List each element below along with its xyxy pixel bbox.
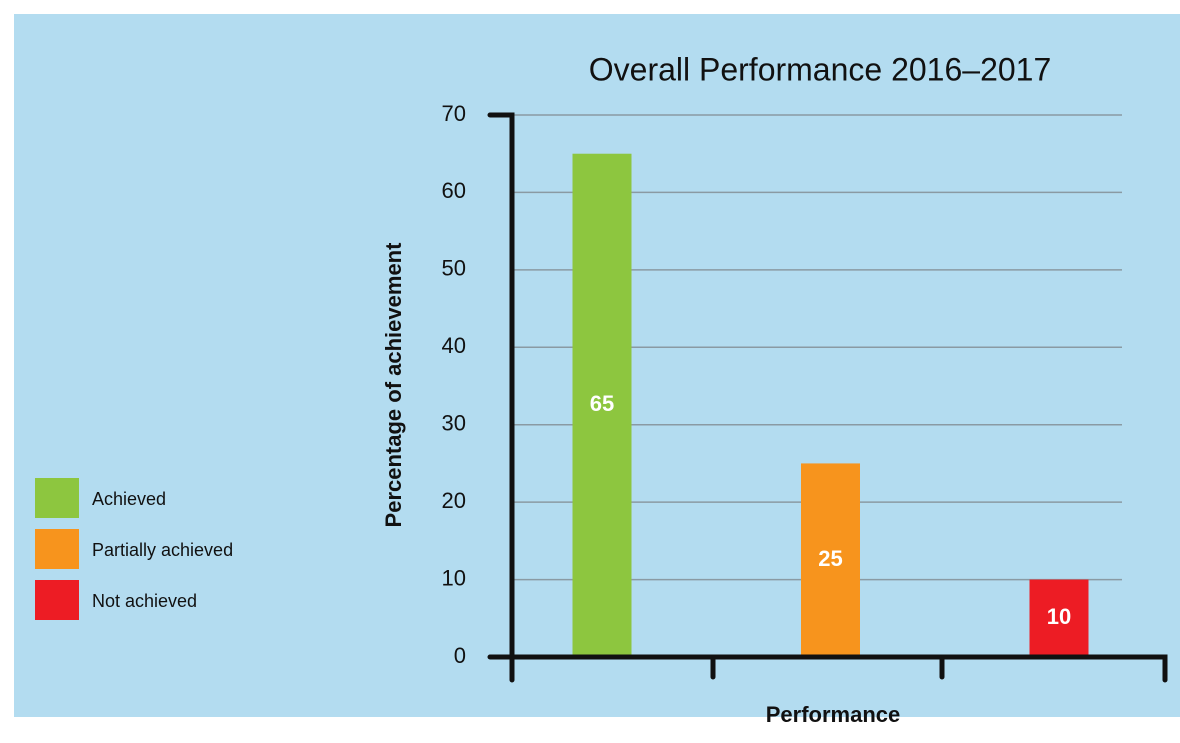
legend-label: Not achieved — [92, 591, 197, 611]
data-label: 10 — [1047, 604, 1071, 629]
axes — [487, 112, 1168, 683]
y-tick-label: 40 — [442, 333, 466, 358]
bar — [572, 153, 632, 657]
y-tick-label: 70 — [442, 101, 466, 126]
legend-swatch — [35, 580, 79, 620]
data-label: 25 — [818, 546, 842, 571]
y-tick-label: 20 — [442, 488, 466, 513]
legend-swatch — [35, 478, 79, 518]
chart-title: Overall Performance 2016–2017 — [589, 51, 1052, 87]
legend-swatch — [35, 529, 79, 569]
y-tick-label: 30 — [442, 411, 466, 436]
x-axis-label: Performance — [766, 702, 901, 727]
legend-label: Achieved — [92, 489, 166, 509]
grid: 0 10 20 30 40 50 60 70 — [442, 101, 1122, 668]
y-tick-label: 50 — [442, 256, 466, 281]
y-tick-label: 10 — [442, 565, 466, 590]
y-tick-label: 60 — [442, 178, 466, 203]
y-axis-label: Percentage of achievement — [381, 242, 406, 528]
bar — [1029, 579, 1089, 657]
y-tick-label: 0 — [454, 643, 466, 668]
bar — [801, 463, 860, 657]
bars: 65 25 10 — [572, 153, 1089, 657]
legend-label: Partially achieved — [92, 540, 233, 560]
data-label: 65 — [590, 391, 614, 416]
legend: Achieved Partially achieved Not achieved — [35, 478, 233, 620]
